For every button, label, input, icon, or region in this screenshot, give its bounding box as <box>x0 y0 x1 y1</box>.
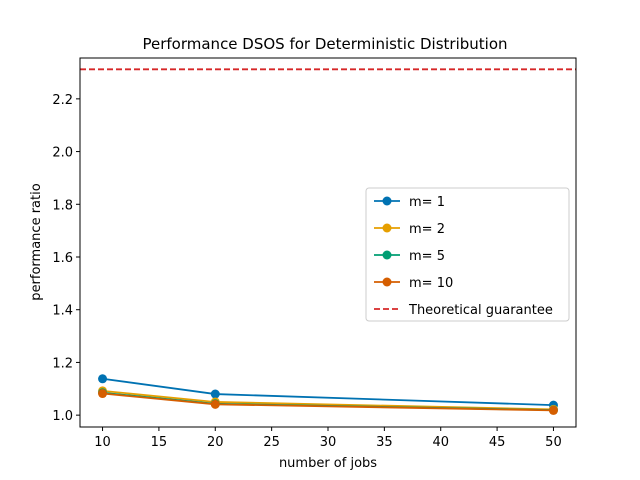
x-tick-label: 25 <box>263 435 280 450</box>
legend-marker <box>382 223 392 233</box>
x-tick-label: 50 <box>545 435 562 450</box>
legend: m= 1 m= 2 m= 5 m= 10 Theoretical guarantee <box>365 187 570 322</box>
y-tick-label: 1.6 <box>52 251 73 266</box>
data-point <box>210 389 220 399</box>
legend-box <box>365 187 570 322</box>
x-axis: 10 15 20 25 30 35 40 45 50 <box>94 427 562 450</box>
legend-label: m= 1 <box>409 195 445 210</box>
legend-label: m= 2 <box>409 222 445 237</box>
x-tick-label: 40 <box>432 435 449 450</box>
legend-marker <box>382 277 392 287</box>
y-tick-label: 1.0 <box>52 409 73 424</box>
legend-marker <box>382 250 392 260</box>
x-tick-label: 10 <box>94 435 111 450</box>
y-axis-label: performance ratio <box>29 183 44 300</box>
y-tick-label: 1.2 <box>52 356 73 371</box>
legend-marker <box>382 196 392 206</box>
data-point <box>98 389 108 399</box>
y-tick-label: 2.2 <box>52 93 73 108</box>
x-tick-label: 20 <box>207 435 224 450</box>
legend-label: Theoretical guarantee <box>408 303 553 318</box>
y-tick-label: 1.4 <box>52 304 73 319</box>
x-axis-label: number of jobs <box>279 456 377 471</box>
x-tick-label: 35 <box>376 435 393 450</box>
legend-label: m= 5 <box>409 249 445 264</box>
legend-label: m= 10 <box>409 276 453 291</box>
x-tick-label: 15 <box>151 435 168 450</box>
data-point <box>548 405 558 415</box>
y-tick-label: 2.0 <box>52 146 73 161</box>
y-axis: 1.0 1.2 1.4 1.6 1.8 2.0 2.2 <box>52 93 80 424</box>
data-point <box>98 374 108 384</box>
x-tick-label: 45 <box>489 435 506 450</box>
x-tick-label: 30 <box>320 435 337 450</box>
chart-title: Performance DSOS for Deterministic Distr… <box>142 35 507 53</box>
y-tick-label: 1.8 <box>52 198 73 213</box>
series-layer <box>98 374 558 415</box>
data-point <box>210 399 220 409</box>
